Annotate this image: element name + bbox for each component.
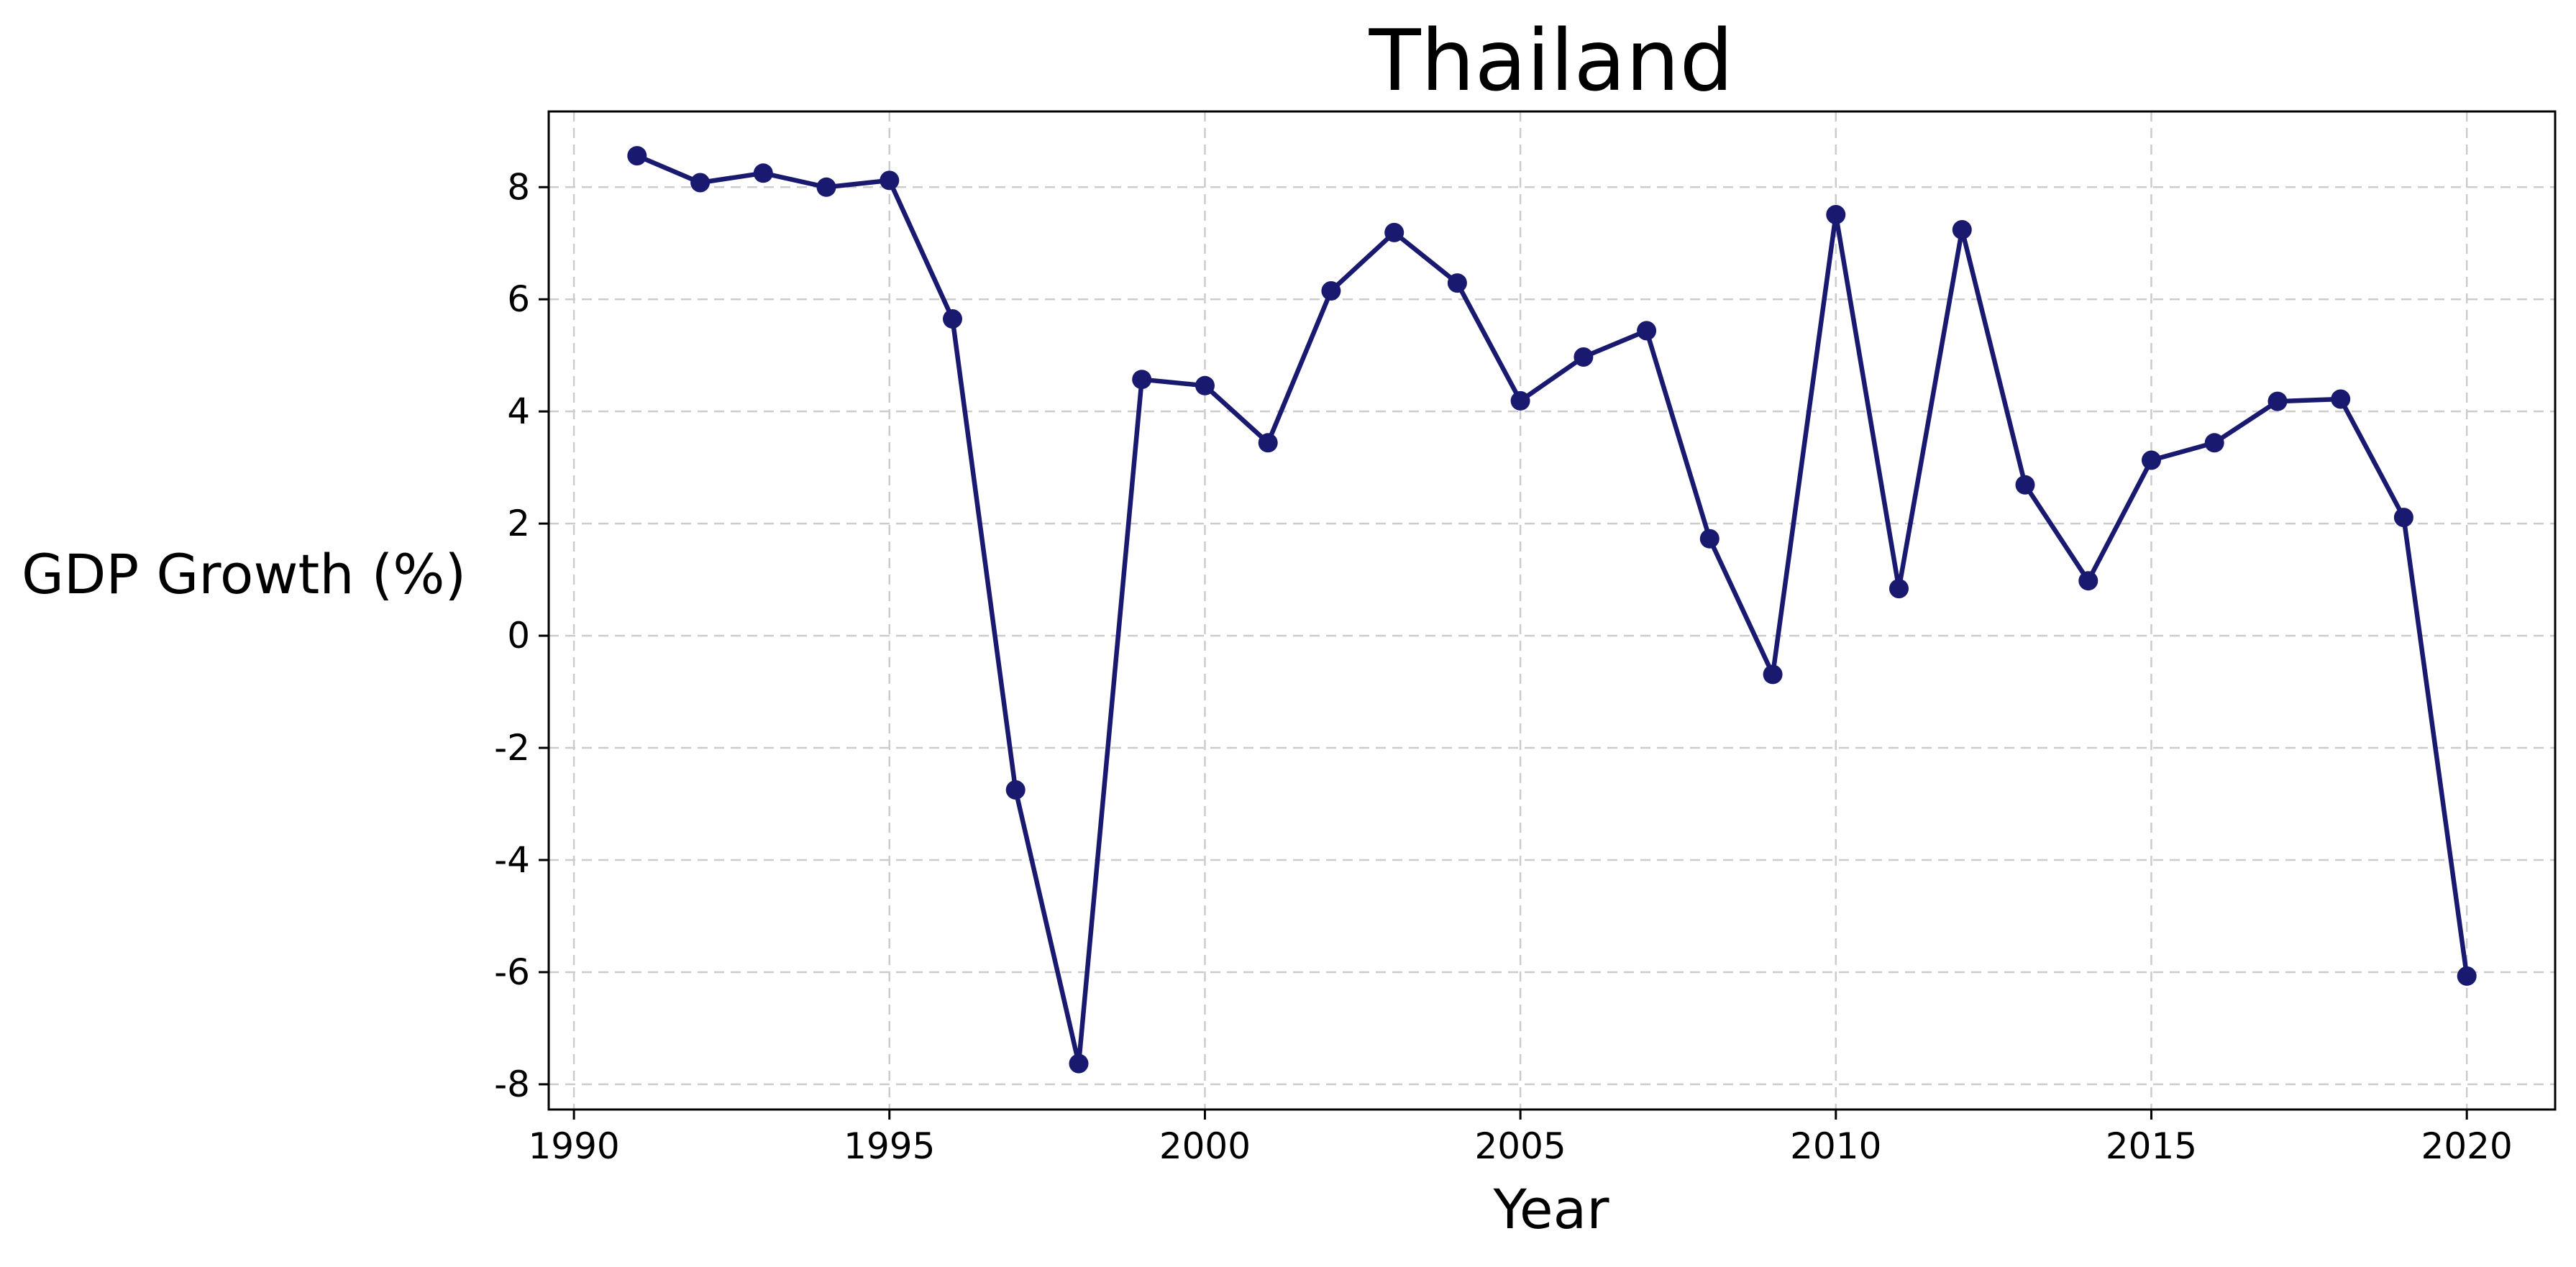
data-point: [1574, 347, 1594, 367]
y-tick-label: 4: [507, 390, 530, 432]
data-point: [1447, 273, 1467, 293]
y-tick-label: -2: [494, 727, 530, 769]
data-point: [1384, 222, 1405, 242]
data-point: [1889, 579, 1909, 599]
y-tick-label: -6: [494, 951, 530, 993]
data-point: [690, 173, 711, 193]
data-point: [816, 177, 836, 197]
x-tick-label: 2015: [2106, 1125, 2197, 1167]
data-point: [753, 163, 773, 183]
data-point: [1510, 390, 1530, 411]
data-point: [1826, 205, 1846, 224]
data-point: [1258, 433, 1278, 453]
data-point: [1132, 370, 1152, 390]
x-axis-label: Year: [1493, 1177, 1610, 1241]
data-point: [1321, 281, 1341, 301]
data-point: [2015, 475, 2035, 495]
x-tick-label: 1995: [844, 1125, 935, 1167]
data-point: [1195, 375, 1215, 395]
data-point: [1069, 1053, 1089, 1074]
data-point: [1952, 220, 1972, 239]
x-tick-label: 2010: [1790, 1125, 1881, 1167]
data-point: [2457, 966, 2477, 986]
x-tick-label: 2020: [2421, 1125, 2513, 1167]
data-point: [943, 309, 962, 329]
y-tick-label: 6: [507, 278, 530, 320]
x-tick-label: 2000: [1159, 1125, 1251, 1167]
data-point: [627, 146, 647, 166]
axis-ticks: 1990 1995 2000 2005 2010 2015 2020 -8 -6 -4 -2 0 2 4 6…: [494, 166, 2513, 1167]
data-point: [2393, 508, 2413, 528]
chart-title: Thailand: [1369, 11, 1734, 110]
y-tick-label: -8: [494, 1064, 530, 1105]
data-point: [1699, 529, 1719, 549]
grid-lines: [549, 111, 2555, 1110]
data-point: [1005, 780, 1026, 800]
data-point: [2078, 571, 2098, 591]
y-tick-label: 8: [507, 166, 530, 208]
x-tick-label: 1990: [528, 1125, 619, 1167]
x-tick-label: 2005: [1475, 1125, 1566, 1167]
y-tick-label: -4: [494, 839, 530, 881]
data-point: [1637, 321, 1657, 341]
data-point: [2204, 433, 2224, 453]
data-point: [880, 170, 900, 191]
plot-frame: [547, 110, 2557, 1111]
data-point: [2331, 389, 2351, 409]
data-point: [2267, 391, 2288, 411]
series-layer: [627, 146, 2477, 1074]
series-line: [634, 153, 2470, 1066]
data-point: [2142, 450, 2161, 470]
data-point: [1763, 664, 1783, 685]
y-tick-label: 2: [507, 503, 530, 544]
y-tick-label: 0: [507, 615, 530, 657]
y-axis-label: GDP Growth (%): [22, 542, 466, 606]
